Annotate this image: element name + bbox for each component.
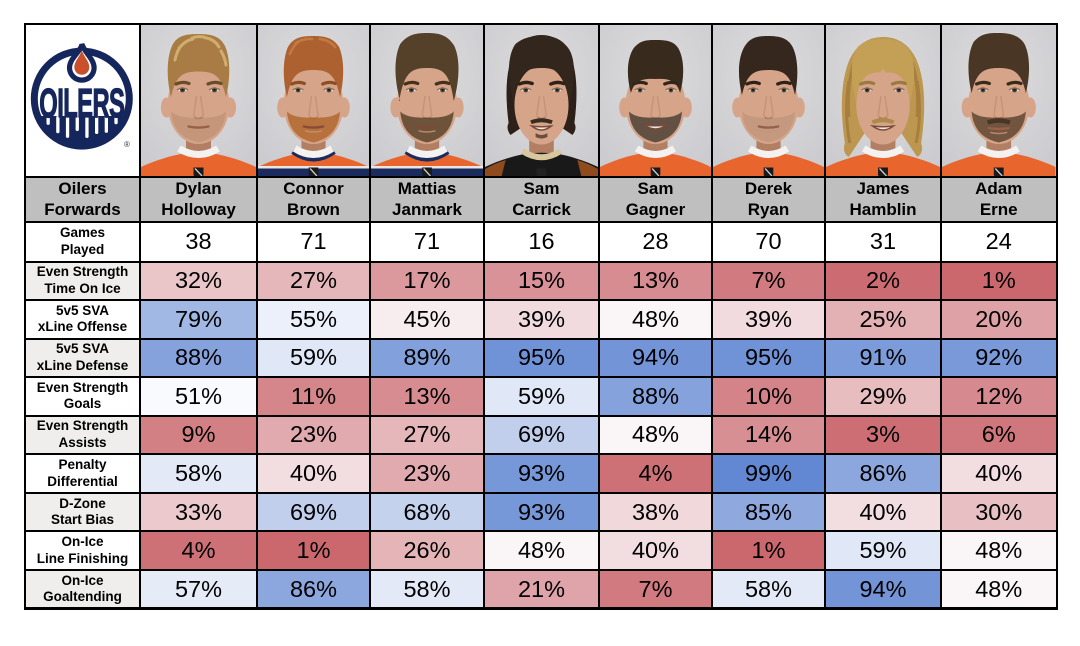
svg-text:®: ® bbox=[124, 140, 130, 149]
svg-text:OILERS: OILERS bbox=[39, 81, 124, 126]
